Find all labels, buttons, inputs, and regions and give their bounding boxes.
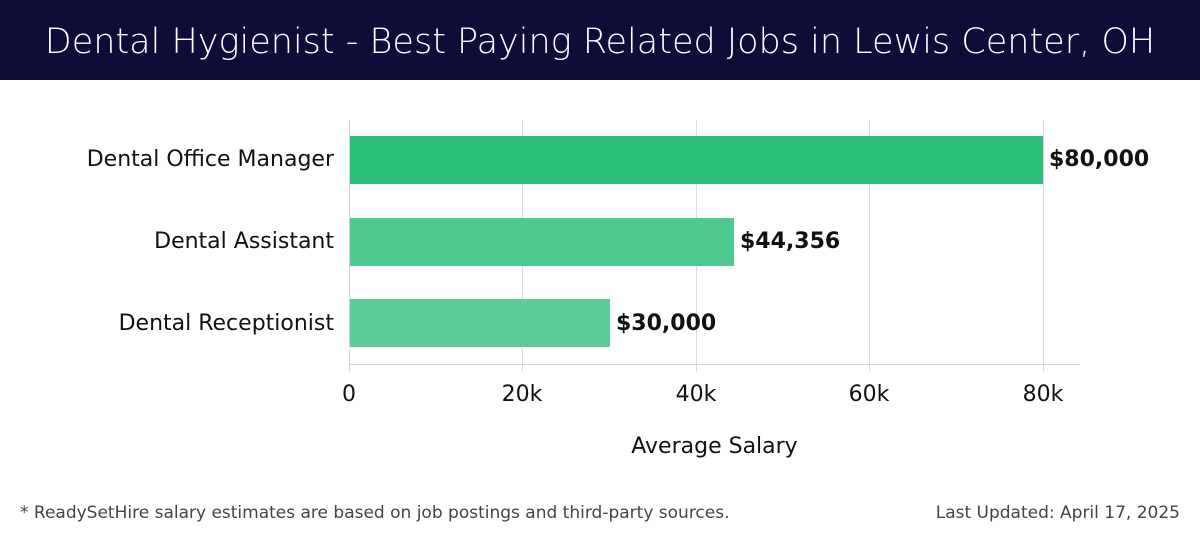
gridline-80k (1043, 120, 1044, 372)
value-label: $80,000 (1049, 147, 1150, 172)
x-tick: 60k (848, 382, 890, 407)
last-updated: Last Updated: April 17, 2025 (935, 503, 1180, 523)
gridline-60k (869, 120, 870, 372)
x-tick: 20k (501, 382, 543, 407)
x-tick: 80k (1022, 382, 1064, 407)
bar-dental-assistant (350, 218, 734, 266)
value-label: $44,356 (740, 229, 841, 254)
value-label: $30,000 (616, 311, 717, 336)
footnote: * ReadySetHire salary estimates are base… (20, 503, 730, 523)
category-label: Dental Receptionist (118, 311, 334, 336)
header-banner: Dental Hygienist - Best Paying Related J… (0, 0, 1200, 80)
x-axis-label: Average Salary (631, 434, 798, 459)
category-label: Dental Office Manager (86, 147, 334, 172)
x-tick: 40k (675, 382, 717, 407)
bar-dental-office-manager (350, 136, 1043, 184)
chart-title: Dental Hygienist - Best Paying Related J… (44, 22, 1156, 62)
category-label: Dental Assistant (154, 229, 334, 254)
x-tick: 0 (342, 382, 356, 407)
bar-dental-receptionist (350, 299, 610, 347)
y-axis-line (349, 120, 350, 372)
x-axis-line (349, 364, 1080, 365)
